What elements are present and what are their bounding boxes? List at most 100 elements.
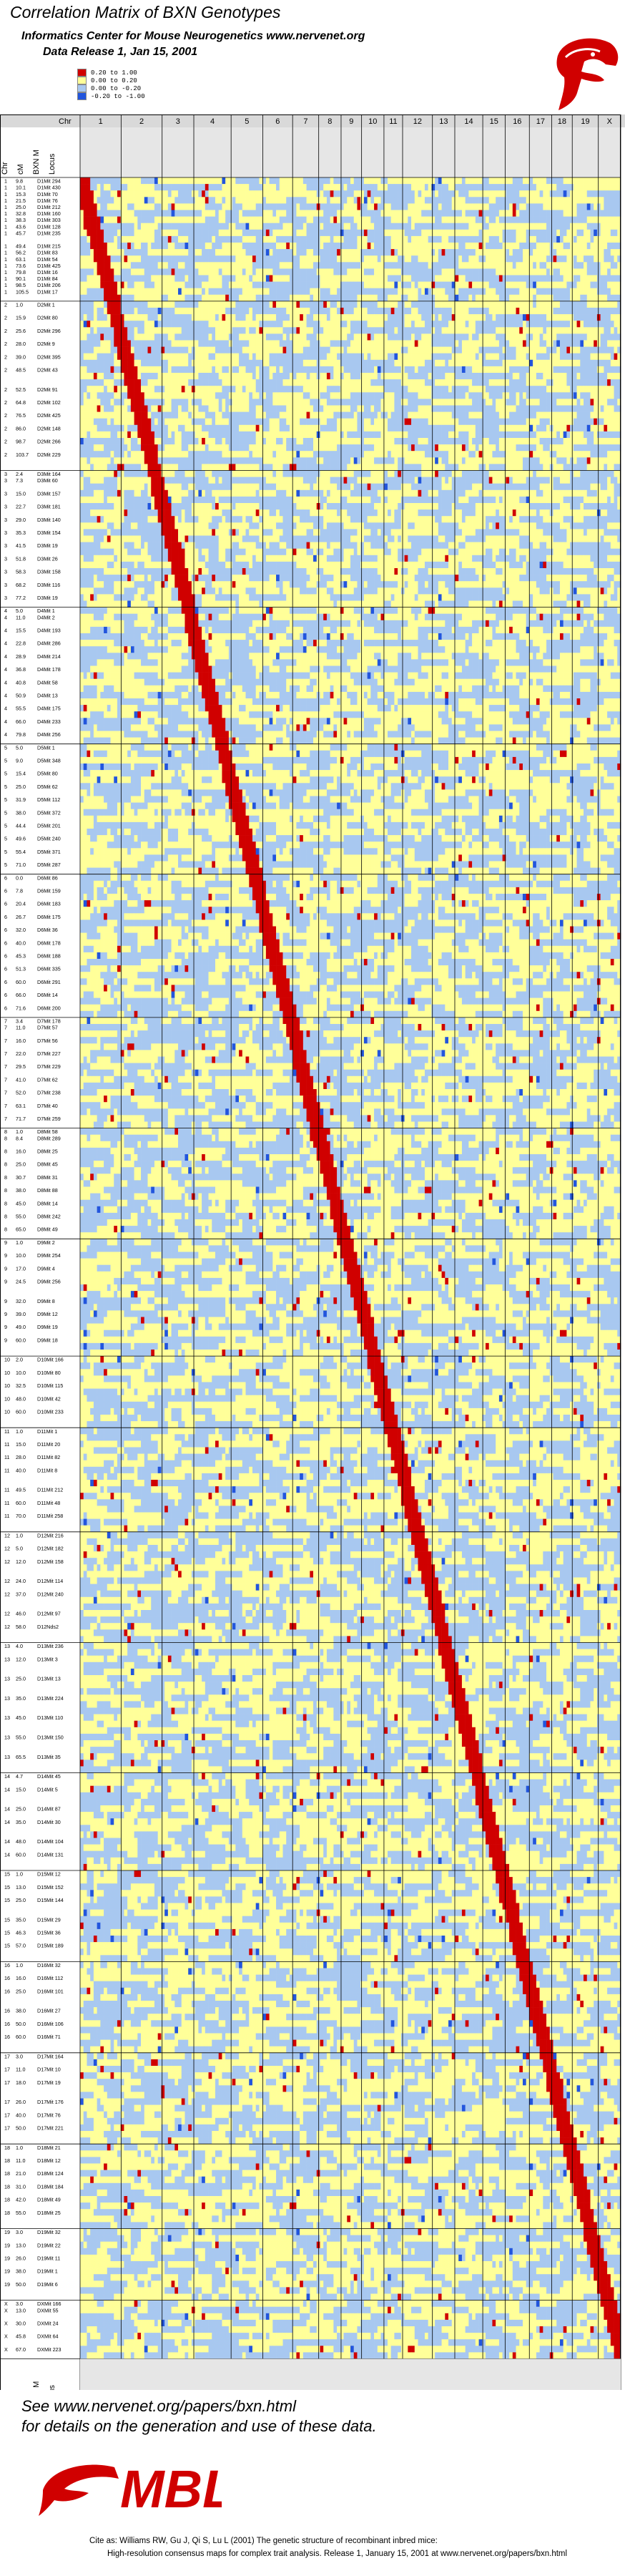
- heatmap-cell: [546, 236, 550, 243]
- heatmap-cell: [293, 236, 297, 243]
- heatmap-cell: [509, 190, 513, 197]
- heatmap-cell: [151, 203, 154, 210]
- heatmap-cell: [259, 217, 262, 223]
- heatmap-cell: [222, 288, 225, 295]
- heatmap-cell: [188, 243, 192, 249]
- heatmap-cell: [172, 243, 175, 249]
- heatmap-cell: [174, 288, 178, 295]
- heatmap-cell: [313, 243, 317, 249]
- heatmap-cell: [137, 190, 141, 197]
- heatmap-cell: [418, 268, 422, 275]
- column-axis-label: Chr: [59, 117, 72, 126]
- heatmap-cell: [280, 184, 283, 190]
- heatmap-cell: [283, 203, 287, 210]
- heatmap-cell: [192, 288, 195, 295]
- heatmap-cell: [442, 177, 446, 184]
- heatmap-cell: [431, 268, 435, 275]
- heatmap-cell: [388, 268, 391, 275]
- heatmap-cell: [97, 217, 101, 223]
- heatmap-cell: [117, 184, 121, 190]
- heatmap-cell: [564, 236, 567, 243]
- heatmap-cell: [158, 255, 162, 262]
- heatmap-cell: [607, 230, 611, 236]
- heatmap-cell: [360, 262, 364, 268]
- heatmap-cell: [215, 262, 219, 268]
- heatmap-cell: [344, 177, 348, 184]
- heatmap-cell: [533, 262, 536, 268]
- heatmap-cell: [398, 184, 401, 190]
- heatmap-cell: [503, 262, 506, 268]
- heatmap-cell: [114, 210, 117, 217]
- header: Correlation Matrix of BXN Genotypes Info…: [0, 0, 625, 84]
- heatmap-cell: [232, 255, 236, 262]
- heatmap-cell: [141, 223, 144, 230]
- heatmap-cell: [259, 243, 262, 249]
- heatmap-cell: [202, 243, 205, 249]
- heatmap-cell: [499, 210, 503, 217]
- heatmap-cell: [117, 255, 121, 262]
- heatmap-cell: [391, 190, 395, 197]
- heatmap-cell: [455, 184, 458, 190]
- heatmap-cell: [205, 177, 209, 184]
- heatmap-cell: [134, 275, 138, 282]
- heatmap-cell: [293, 282, 297, 288]
- heatmap-cell: [259, 282, 262, 288]
- heatmap-cell: [445, 230, 448, 236]
- heatmap-cell: [172, 184, 175, 190]
- heatmap-cell: [607, 203, 611, 210]
- heatmap-cell: [566, 282, 570, 288]
- heatmap-cell: [468, 243, 472, 249]
- heatmap-cell: [455, 268, 458, 275]
- heatmap-cell: [219, 230, 222, 236]
- heatmap-cell: [564, 262, 567, 268]
- heatmap-cell: [286, 288, 290, 295]
- heatmap-cell: [503, 249, 506, 255]
- heatmap-cell: [499, 255, 503, 262]
- heatmap-cell: [421, 184, 425, 190]
- heatmap-cell: [195, 236, 199, 243]
- heatmap-cell: [611, 255, 614, 262]
- heatmap-cell: [391, 243, 395, 249]
- heatmap-cell: [499, 203, 503, 210]
- heatmap-cell: [303, 236, 307, 243]
- heatmap-cell: [283, 249, 287, 255]
- heatmap-cell: [614, 262, 618, 268]
- heatmap-cell: [479, 268, 483, 275]
- heatmap-cell: [546, 203, 550, 210]
- heatmap-cell: [114, 288, 117, 295]
- heatmap-cell: [111, 177, 114, 184]
- heatmap-cell: [445, 217, 448, 223]
- heatmap-cell: [219, 210, 222, 217]
- heatmap-cell: [360, 184, 364, 190]
- heatmap-cell: [141, 243, 144, 249]
- row-header-label: cM: [16, 164, 25, 175]
- heatmap-cell: [100, 243, 104, 249]
- chromosome-column-label: 1: [99, 117, 103, 126]
- heatmap-cell: [428, 282, 432, 288]
- heatmap-cell: [158, 236, 162, 243]
- heatmap-cell: [489, 223, 493, 230]
- heatmap-cell: [303, 223, 307, 230]
- heatmap-cell: [307, 197, 310, 203]
- heatmap-cell: [283, 177, 287, 184]
- heatmap-cell: [249, 236, 252, 243]
- heatmap-cell: [280, 243, 283, 249]
- heatmap-cell: [313, 282, 317, 288]
- heatmap-cell: [418, 255, 422, 262]
- heatmap-cell: [114, 203, 117, 210]
- heatmap-cell: [388, 184, 391, 190]
- heatmap-cell: [184, 210, 188, 217]
- heatmap-cell: [174, 217, 178, 223]
- heatmap-cell: [272, 275, 276, 282]
- heatmap-cell: [435, 217, 438, 223]
- heatmap-cell: [435, 184, 438, 190]
- heatmap-cell: [124, 282, 127, 288]
- heatmap-cell: [330, 197, 334, 203]
- heatmap-cell: [182, 275, 185, 282]
- heatmap-cell: [415, 210, 418, 217]
- heatmap-cell: [252, 190, 256, 197]
- heatmap-cell: [364, 275, 368, 282]
- heatmap-cell: [272, 288, 276, 295]
- heatmap-cell: [239, 268, 242, 275]
- heatmap-cell: [370, 217, 374, 223]
